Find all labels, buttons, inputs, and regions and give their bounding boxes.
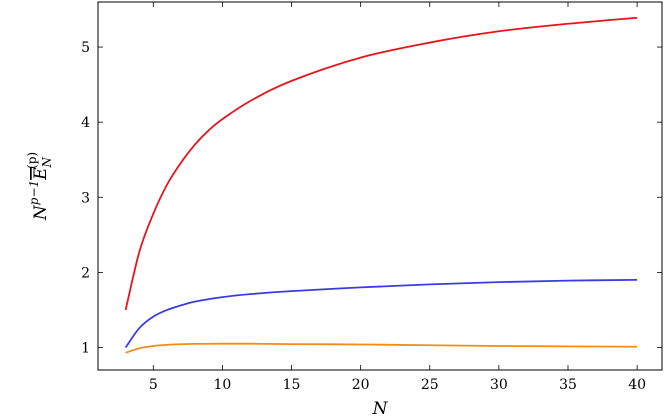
y-axis-label-symbol: E: [31, 167, 51, 181]
y-axis-label-subscript: N: [40, 156, 54, 168]
x-tick-label: 40: [628, 377, 646, 393]
x-tick-label: 15: [283, 377, 301, 393]
series-line-3: [125, 342, 638, 354]
series-lines: [124, 16, 638, 354]
series-line-2: [124, 278, 638, 348]
y-tick-label: 4: [81, 115, 90, 131]
x-tick-label: 30: [490, 377, 508, 393]
series-line-1: [124, 16, 638, 311]
x-tick-label: 25: [421, 377, 439, 393]
y-axis-label: Np−1EN(p): [25, 152, 54, 221]
y-tick-label: 2: [81, 265, 90, 281]
x-tick-label: 20: [352, 377, 370, 393]
plot-frame: [97, 1, 663, 371]
y-tick-label: 1: [81, 340, 90, 356]
x-axis-label: N: [372, 399, 389, 419]
y-tick-label: 3: [81, 190, 90, 206]
axis-ticks: 5 10 15 20 25 30 35 40 1 2 3 4 5: [81, 2, 662, 393]
x-tick-label: 5: [149, 377, 158, 393]
x-tick-label: 35: [559, 377, 577, 393]
x-tick-label: 10: [213, 377, 231, 393]
y-axis-label-base: N: [31, 204, 51, 221]
y-axis-label-exponent: p−1: [27, 180, 41, 205]
y-tick-label: 5: [81, 40, 90, 56]
y-axis-label-superscript: (p): [25, 152, 39, 169]
